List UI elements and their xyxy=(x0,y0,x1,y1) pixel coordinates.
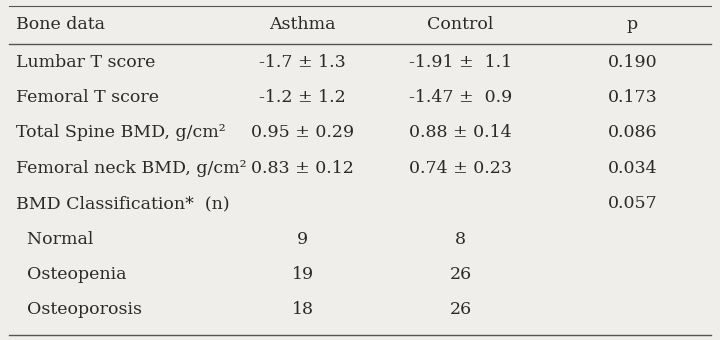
Text: Osteoporosis: Osteoporosis xyxy=(16,302,142,319)
Text: Control: Control xyxy=(427,17,494,34)
Text: 0.057: 0.057 xyxy=(608,195,657,212)
Text: -1.2 ± 1.2: -1.2 ± 1.2 xyxy=(259,89,346,106)
Text: -1.91 ±  1.1: -1.91 ± 1.1 xyxy=(409,54,512,71)
Text: 0.173: 0.173 xyxy=(608,89,657,106)
Text: 9: 9 xyxy=(297,231,308,248)
Text: 26: 26 xyxy=(449,302,472,319)
Text: Normal: Normal xyxy=(16,231,93,248)
Text: 8: 8 xyxy=(455,231,466,248)
Text: Bone data: Bone data xyxy=(16,17,104,34)
Text: Lumbar T score: Lumbar T score xyxy=(16,54,155,71)
Text: 18: 18 xyxy=(292,302,314,319)
Text: 0.83 ± 0.12: 0.83 ± 0.12 xyxy=(251,160,354,177)
Text: 0.88 ± 0.14: 0.88 ± 0.14 xyxy=(409,124,512,141)
Text: p: p xyxy=(627,17,638,34)
Text: Asthma: Asthma xyxy=(269,17,336,34)
Text: -1.47 ±  0.9: -1.47 ± 0.9 xyxy=(409,89,512,106)
Text: 0.190: 0.190 xyxy=(608,54,657,71)
Text: 0.034: 0.034 xyxy=(608,160,657,177)
Text: 26: 26 xyxy=(449,266,472,283)
Text: Femoral T score: Femoral T score xyxy=(16,89,158,106)
Text: 0.74 ± 0.23: 0.74 ± 0.23 xyxy=(409,160,512,177)
Text: -1.7 ± 1.3: -1.7 ± 1.3 xyxy=(259,54,346,71)
Text: 0.086: 0.086 xyxy=(608,124,657,141)
Text: 19: 19 xyxy=(292,266,314,283)
Text: 0.95 ± 0.29: 0.95 ± 0.29 xyxy=(251,124,354,141)
Text: Femoral neck BMD, g/cm²: Femoral neck BMD, g/cm² xyxy=(16,160,246,177)
Text: Total Spine BMD, g/cm²: Total Spine BMD, g/cm² xyxy=(16,124,225,141)
Text: Osteopenia: Osteopenia xyxy=(16,266,126,283)
Text: BMD Classification*  (n): BMD Classification* (n) xyxy=(16,195,230,212)
